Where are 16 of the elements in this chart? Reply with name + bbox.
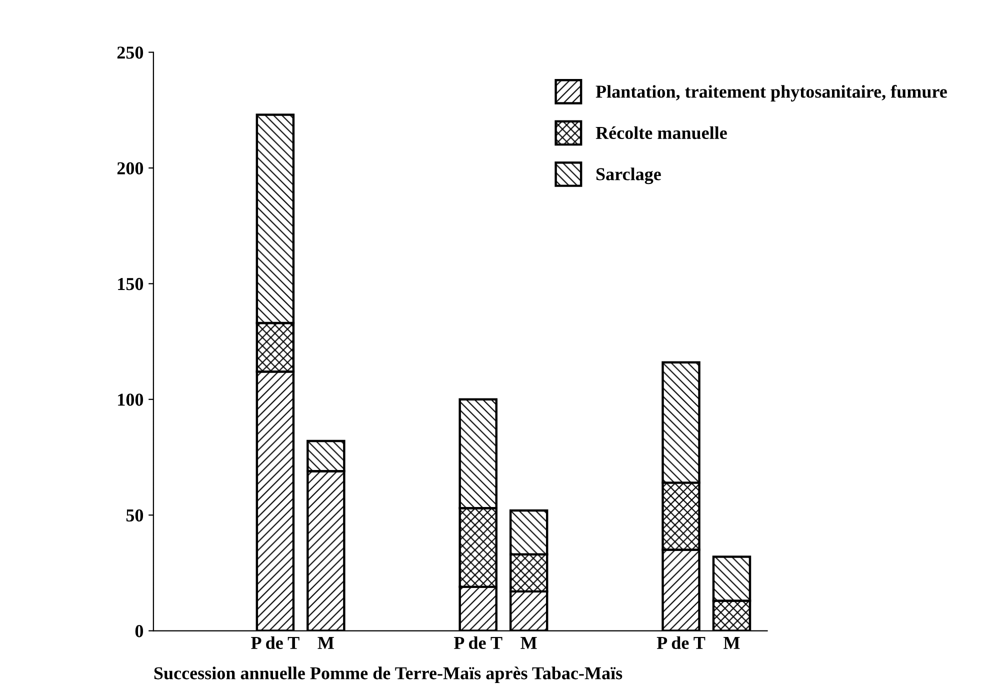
y-tick-label: 200 [117,162,144,174]
legend-label: Sarclage [596,168,661,184]
x-tick-label: M [520,637,537,649]
x-tick-label: P de T [656,636,706,650]
y-tick-label: 100 [118,394,144,406]
x-tick-label: P de T [251,636,300,650]
x-tick-label: M [724,637,740,649]
x-axis-title: Succession annuelle Pomme de Terre-Maïs après Tabac-Maïs [154,666,622,683]
y-tick-label: 50 [126,509,144,522]
y-tick-label: 0 [135,625,144,638]
legend-label: Récolte manuelle [596,126,727,140]
x-tick-label: P de T [454,636,502,650]
x-tick-label: M [318,637,334,649]
y-tick-label: 250 [117,46,144,59]
legend-label: Plantation, traitement phytosanitaire, fumure [596,84,947,102]
y-tick-label: 150 [118,278,144,290]
